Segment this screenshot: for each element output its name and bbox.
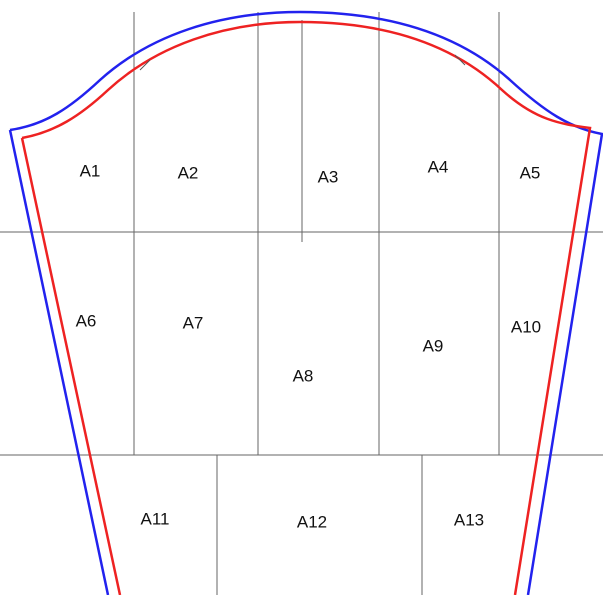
notch: [454, 54, 466, 66]
cut-line: [8, 129, 110, 595]
tile-labels: A1 A2 A3 A4 A5 A6 A7 A8 A9 A10 A11 A12 A13: [76, 157, 542, 531]
tile-label: A4: [428, 157, 449, 176]
tile-label: A13: [454, 510, 484, 529]
notch: [139, 59, 151, 71]
tile-label: A1: [80, 161, 101, 180]
cut-line: [9, 10, 603, 595]
seam-line: [21, 20, 592, 595]
tile-label: A10: [511, 317, 541, 336]
seam-line: [20, 137, 122, 595]
tile-label: A7: [183, 313, 204, 332]
tile-label: A5: [520, 163, 541, 182]
tile-label: A3: [318, 167, 339, 186]
tile-label: A2: [178, 163, 199, 182]
tile-label: A11: [141, 509, 170, 528]
tile-label: A6: [76, 311, 97, 330]
tile-label: A9: [423, 336, 444, 355]
tile-label: A12: [297, 512, 327, 531]
tile-label: A8: [293, 366, 314, 385]
